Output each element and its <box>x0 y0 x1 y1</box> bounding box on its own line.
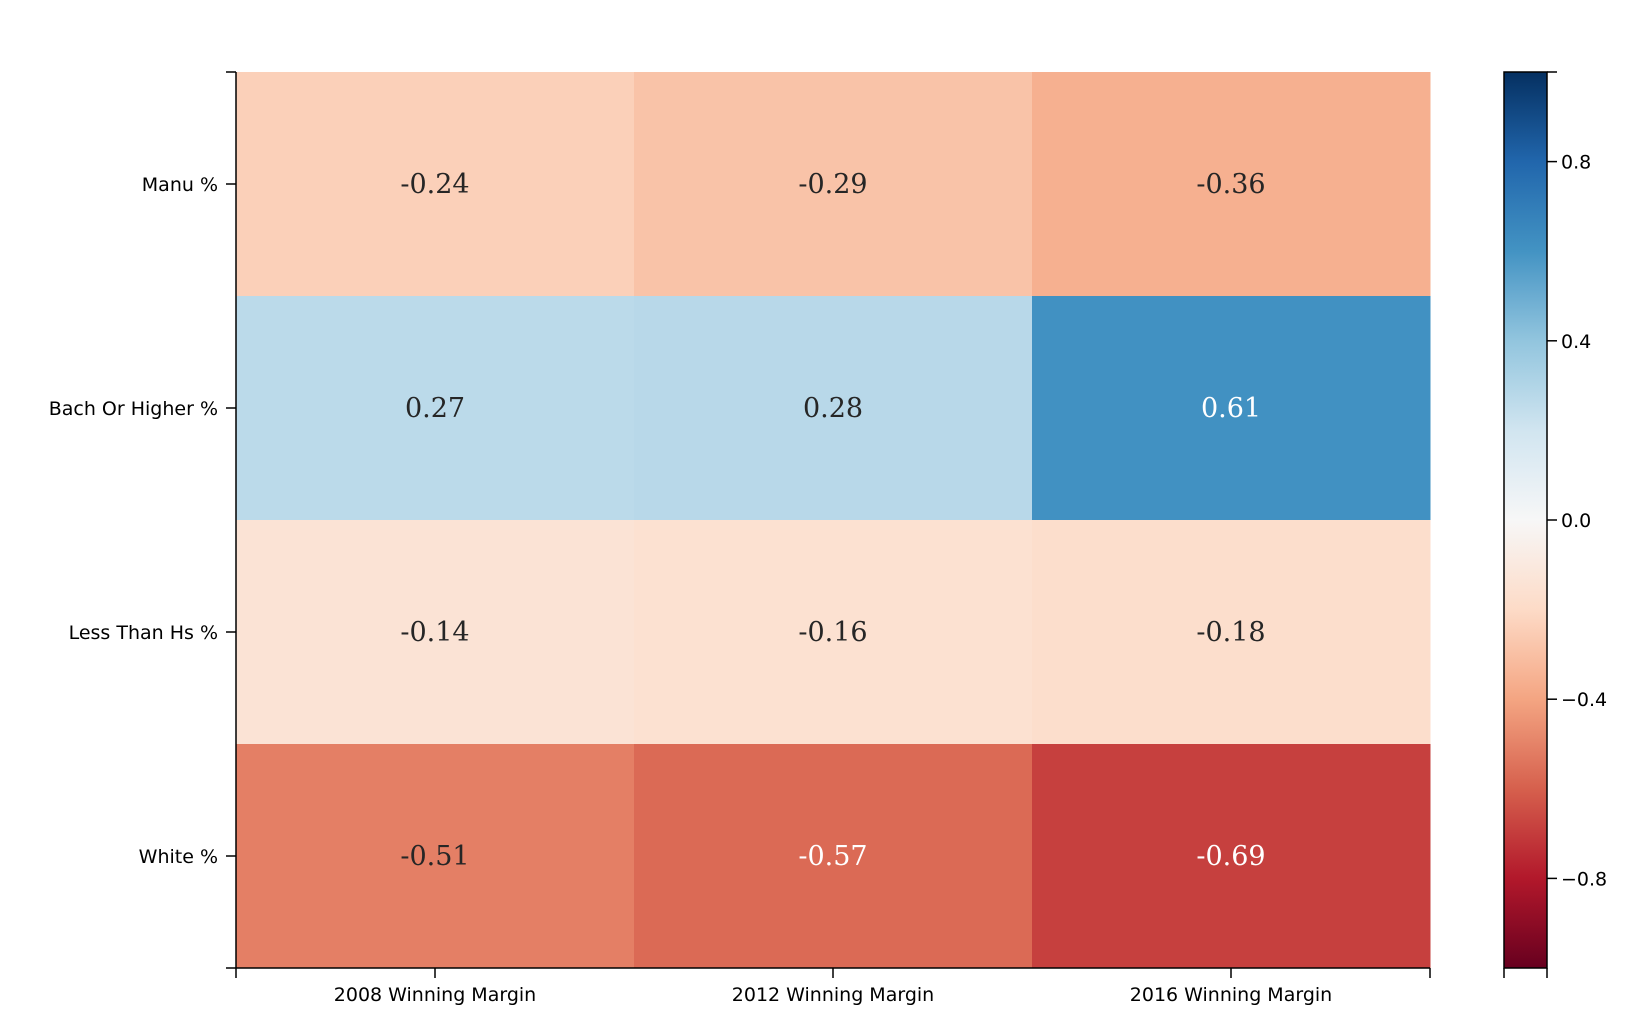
cell-value-label: 0.61 <box>1201 393 1261 424</box>
cell-value-label: -0.36 <box>1196 169 1265 200</box>
heatmap-cell <box>634 520 1033 745</box>
colorbar-tick-label: −0.4 <box>1561 689 1607 711</box>
cell-value-label: 0.28 <box>803 393 863 424</box>
cell-value-label: -0.57 <box>798 841 867 872</box>
cell-value-label: -0.16 <box>798 617 867 648</box>
x-tick-label: 2008 Winning Margin <box>334 984 536 1006</box>
x-tick-label: 2012 Winning Margin <box>732 984 934 1006</box>
cell-value-label: -0.69 <box>1196 841 1265 872</box>
heatmap-cell <box>236 72 635 297</box>
heatmap-cell <box>236 520 635 745</box>
heatmap-axes: Manu % Bach Or Higher % Less Than Hs % Whit… <box>49 71 1431 1006</box>
x-tick-label: 2016 Winning Margin <box>1130 984 1332 1006</box>
heatmap-cell <box>236 744 635 969</box>
heatmap-cell <box>1032 296 1431 521</box>
heatmap-cell-labels: -0.24 -0.29 -0.36 0.27 0.28 0.61 -0.14 -0.16 -0.… <box>400 169 1265 872</box>
heatmap-cell <box>634 744 1033 969</box>
colorbar-tick-label: −0.8 <box>1561 868 1607 890</box>
heatmap-cell <box>1032 744 1431 969</box>
y-tick-label: White % <box>139 846 218 868</box>
y-tick-label: Bach Or Higher % <box>49 398 218 420</box>
heatmap-cell <box>236 296 635 521</box>
cell-value-label: -0.51 <box>400 841 469 872</box>
cell-value-label: -0.29 <box>798 169 867 200</box>
heatmap-cells <box>236 72 1431 969</box>
heatmap-cell <box>634 296 1033 521</box>
cell-value-label: 0.27 <box>405 393 465 424</box>
heatmap-cell <box>634 72 1033 297</box>
y-tick-label: Less Than Hs % <box>69 622 218 644</box>
heatmap-cell <box>1032 520 1431 745</box>
cell-value-label: -0.18 <box>1196 617 1265 648</box>
colorbar: 0.8 0.4 0.0 −0.4 −0.8 <box>1503 71 1607 978</box>
colorbar-tick-label: 0.4 <box>1561 331 1591 353</box>
heatmap-cell <box>1032 72 1431 297</box>
colorbar-gradient <box>1503 71 1548 969</box>
cell-value-label: -0.24 <box>400 169 469 200</box>
y-tick-label: Manu % <box>142 174 218 196</box>
colorbar-tick-label: 0.8 <box>1561 152 1591 174</box>
cell-value-label: -0.14 <box>400 617 469 648</box>
colorbar-tick-label: 0.0 <box>1561 510 1591 532</box>
